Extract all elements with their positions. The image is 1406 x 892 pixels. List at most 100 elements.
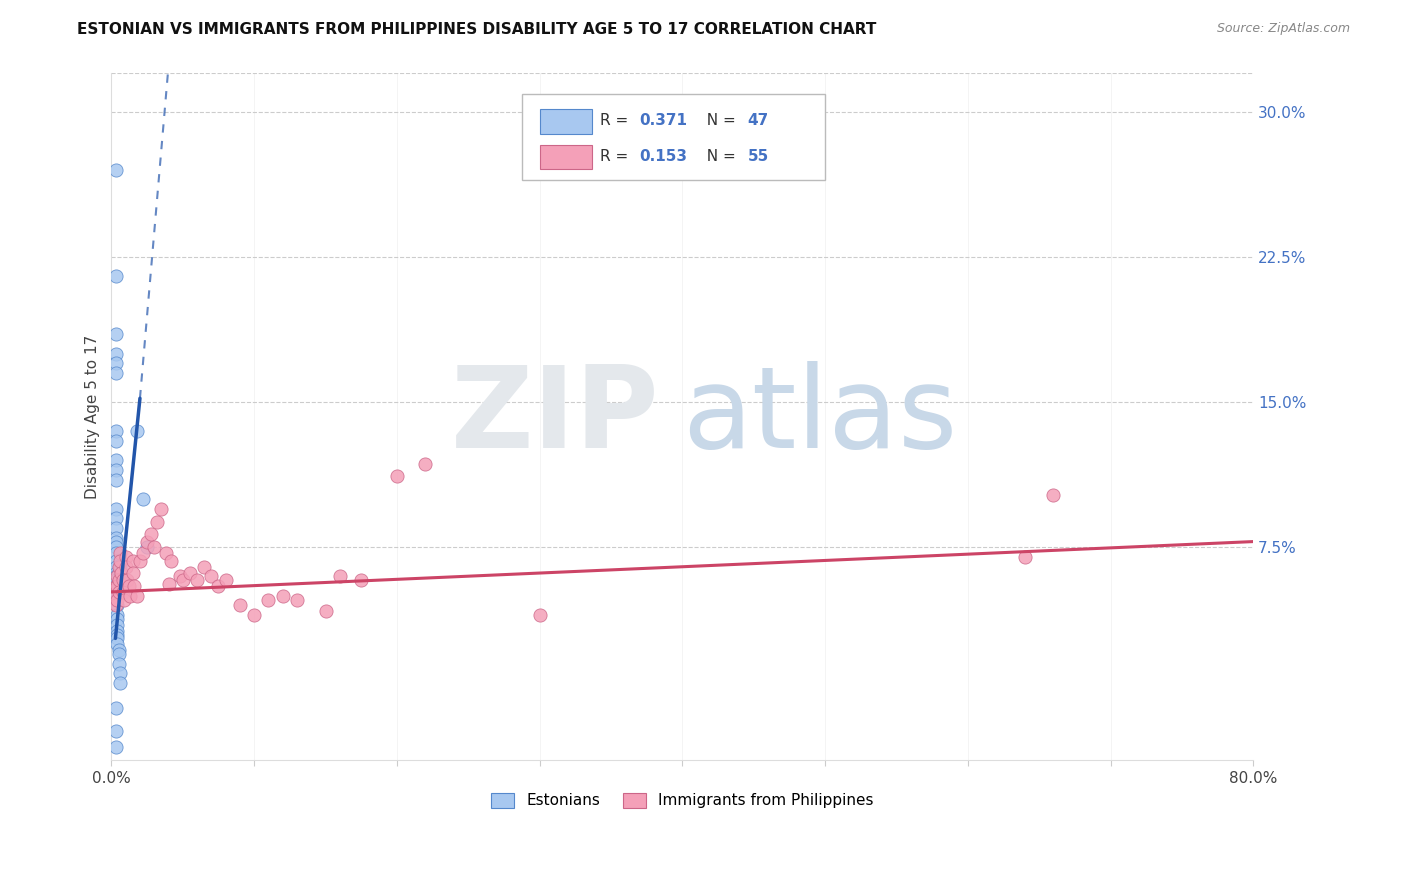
Point [271, 589, 294, 603]
Point [104, 501, 127, 516]
Point [107, 559, 129, 574]
Point [104, 554, 127, 568]
Point [105, 592, 128, 607]
Text: ESTONIAN VS IMMIGRANTS FROM PHILIPPINES DISABILITY AGE 5 TO 17 CORRELATION CHART: ESTONIAN VS IMMIGRANTS FROM PHILIPPINES … [77, 22, 877, 37]
Point [104, 589, 127, 603]
Point [132, 491, 155, 506]
Point [117, 579, 139, 593]
Point [104, 531, 127, 545]
Point [108, 676, 131, 690]
Point [132, 546, 155, 560]
Text: ZIP: ZIP [451, 361, 659, 472]
Text: atlas: atlas [682, 361, 957, 472]
Point [104, 701, 127, 715]
Point [104, 473, 127, 487]
Point [104, 434, 127, 448]
Point [111, 585, 134, 599]
Point [179, 566, 201, 580]
Point [136, 534, 159, 549]
Point [350, 574, 373, 588]
Point [112, 592, 135, 607]
Point [243, 608, 266, 623]
Text: 47: 47 [748, 113, 769, 128]
Point [107, 574, 129, 588]
Y-axis label: Disability Age 5 to 17: Disability Age 5 to 17 [86, 334, 100, 499]
Point [107, 585, 129, 599]
Point [104, 585, 127, 599]
Point [110, 566, 132, 580]
Point [415, 457, 437, 471]
Point [118, 589, 141, 603]
Point [285, 592, 308, 607]
Text: 0.153: 0.153 [638, 149, 688, 164]
Text: N =: N = [697, 149, 741, 164]
Point [104, 453, 127, 467]
Point [157, 577, 180, 591]
Point [1014, 550, 1036, 565]
Point [200, 569, 222, 583]
Point [114, 550, 136, 565]
Point [104, 599, 127, 613]
Point [172, 574, 194, 588]
Text: N =: N = [697, 113, 741, 128]
Text: R =: R = [600, 113, 633, 128]
Point [121, 554, 143, 568]
Point [111, 574, 134, 588]
Point [114, 559, 136, 574]
Point [104, 511, 127, 525]
Point [105, 612, 128, 626]
Text: 55: 55 [748, 149, 769, 164]
Point [127, 589, 149, 603]
Point [160, 554, 183, 568]
Point [104, 724, 127, 739]
FancyBboxPatch shape [540, 145, 592, 169]
Point [108, 546, 131, 560]
Point [229, 599, 252, 613]
Point [104, 579, 127, 593]
Point [121, 566, 143, 580]
Point [104, 579, 127, 593]
Point [136, 541, 159, 555]
Point [104, 592, 127, 607]
Point [104, 534, 127, 549]
Point [105, 569, 128, 583]
Point [150, 501, 173, 516]
Text: 0.371: 0.371 [638, 113, 688, 128]
Point [141, 526, 163, 541]
Point [127, 424, 149, 438]
Point [104, 546, 127, 560]
Point [105, 579, 128, 593]
FancyBboxPatch shape [523, 94, 825, 179]
Point [104, 574, 127, 588]
Point [122, 579, 145, 593]
Point [108, 666, 131, 681]
Point [104, 366, 127, 380]
Point [115, 574, 138, 588]
Point [329, 569, 352, 583]
Point [104, 327, 127, 342]
Point [105, 599, 128, 613]
Point [104, 521, 127, 535]
Legend: Estonians, Immigrants from Philippines: Estonians, Immigrants from Philippines [485, 787, 880, 814]
Point [107, 643, 129, 657]
Point [529, 608, 551, 623]
Point [104, 569, 127, 583]
Text: Source: ZipAtlas.com: Source: ZipAtlas.com [1216, 22, 1350, 36]
Point [155, 546, 177, 560]
Point [104, 463, 127, 477]
FancyBboxPatch shape [540, 109, 592, 134]
Point [104, 541, 127, 555]
Point [108, 554, 131, 568]
Point [104, 356, 127, 370]
Point [107, 657, 129, 671]
Point [315, 604, 337, 618]
Point [257, 592, 280, 607]
Point [104, 162, 127, 177]
Text: R =: R = [600, 149, 633, 164]
Point [169, 569, 191, 583]
Point [105, 632, 128, 646]
Point [1042, 488, 1064, 502]
Point [108, 559, 131, 574]
Point [207, 579, 229, 593]
Point [385, 468, 408, 483]
